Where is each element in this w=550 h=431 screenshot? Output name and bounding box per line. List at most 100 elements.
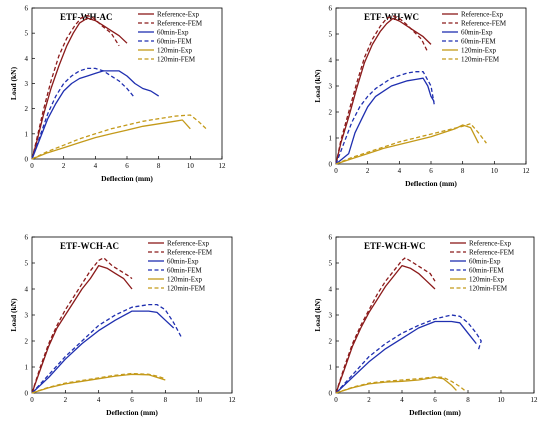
y-tick-label: 6 [329,234,333,242]
series-line-60min-exp [31,70,160,160]
x-axis-label: Deflection (mm) [409,408,461,417]
y-tick-label: 6 [25,234,29,242]
y-tick-label: 5 [329,31,333,39]
x-tick-label: 8 [466,396,470,404]
y-tick-label: 6 [329,5,333,13]
y-tick-label: 1 [329,135,333,143]
x-tick-label: 4 [398,167,402,175]
y-tick-label: 4 [329,57,333,65]
series-line-60min-fem [335,314,482,394]
x-axis-label: Deflection (mm) [106,408,158,417]
x-tick-label: 12 [523,167,531,175]
legend-label: Reference-FEM [157,20,203,28]
y-tick-label: 5 [329,260,333,268]
x-tick-label: 2 [366,167,370,175]
y-tick-label: 2 [329,109,333,117]
legend-label: Reference-Exp [157,11,199,19]
series-line-60min-exp [335,77,435,165]
plot-frame [335,7,527,165]
y-axis-label: Load (kN) [9,66,18,100]
legend-label: 60min-Exp [469,258,501,266]
x-tick-label: 2 [64,396,68,404]
x-tick-label: 10 [195,396,203,404]
x-tick-label: 0 [30,162,34,170]
legend-label: 120min-FEM [167,285,206,293]
x-tick-label: 0 [30,396,34,404]
y-tick-label: 4 [25,55,29,63]
series-line-reference-fem [31,14,120,160]
series-line-reference-fem [31,257,133,394]
legend-label: 120min-Exp [469,276,504,284]
x-axis-label: Deflection (mm) [405,179,457,188]
legend-label: 120min-Exp [157,47,192,55]
x-tick-label: 10 [498,396,506,404]
legend-label: Reference-Exp [469,240,511,248]
chart-title: ETF-WCH-AC [60,241,119,251]
x-tick-label: 2 [62,162,66,170]
legend-label: 60min-FEM [461,38,496,46]
x-tick-label: 8 [157,162,161,170]
x-axis-label: Deflection (mm) [101,174,153,183]
legend-label: Reference-FEM [469,249,515,257]
legend-label: 60min-FEM [167,267,202,275]
y-tick-label: 1 [25,130,29,138]
legend-label: Reference-Exp [461,11,503,19]
y-tick-label: 1 [25,364,29,372]
series-line-60min-exp [31,310,175,394]
x-tick-label: 4 [400,396,404,404]
series-line-120min-fem [31,114,207,160]
plot-frame [31,236,233,394]
x-tick-label: 10 [187,162,195,170]
legend-label: 60min-Exp [461,29,493,37]
y-tick-label: 5 [25,30,29,38]
series-line-60min-exp [335,320,477,394]
legend-label: Reference-FEM [167,249,213,257]
x-tick-label: 8 [461,167,465,175]
legend-label: 60min-Exp [167,258,199,266]
y-tick-label: 6 [25,5,29,13]
y-tick-label: 4 [25,286,29,294]
series-line-reference-exp [335,264,436,394]
x-tick-label: 12 [229,396,237,404]
plot-frame [31,7,223,160]
chart-title: ETF-WH-AC [60,12,113,22]
x-tick-label: 4 [94,162,98,170]
series-line-120min-exp [31,119,191,160]
y-tick-label: 0 [25,156,29,164]
series-line-120min-fem [31,372,166,394]
x-tick-label: 2 [367,396,371,404]
y-axis-label: Load (kN) [9,298,18,332]
x-tick-label: 10 [491,167,499,175]
legend-label: 60min-FEM [469,267,504,275]
series-line-120min-exp [335,376,457,394]
x-tick-label: 6 [433,396,437,404]
legend-label: 120min-FEM [157,56,196,64]
y-tick-label: 3 [329,83,333,91]
y-tick-label: 1 [329,364,333,372]
y-axis-label: Load (kN) [313,298,322,332]
series-line-reference-fem [335,15,429,165]
y-tick-label: 5 [25,260,29,268]
x-tick-label: 12 [531,396,539,404]
y-axis-label: Load (kN) [313,69,322,103]
x-tick-label: 6 [130,396,134,404]
y-tick-label: 4 [329,286,333,294]
y-tick-label: 2 [329,338,333,346]
x-tick-label: 12 [219,162,227,170]
legend-label: Reference-FEM [461,20,507,28]
legend-label: 60min-Exp [157,29,189,37]
series-line-120min-exp [335,124,480,165]
series-line-reference-fem [335,257,436,394]
series-line-60min-fem [31,303,183,394]
series-line-reference-exp [335,17,432,165]
legend-label: 120min-Exp [461,47,496,55]
y-tick-label: 0 [25,390,29,398]
y-tick-label: 0 [329,390,333,398]
chart-title: ETF-WH-WC [364,12,419,22]
series-line-reference-exp [31,17,128,160]
